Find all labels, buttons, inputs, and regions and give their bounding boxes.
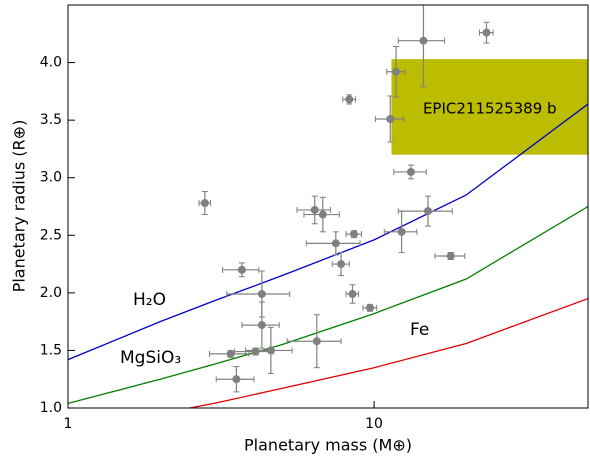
y-tick-label: 4.0 (40, 55, 62, 71)
planet-point (350, 230, 359, 239)
planet-point (310, 205, 319, 214)
y-tick-label: 1.5 (40, 342, 62, 358)
region-label: EPIC211525389 b (423, 99, 557, 117)
y-tick-label: 2.0 (40, 285, 62, 301)
planet-point (251, 347, 260, 356)
planet-point (331, 239, 340, 248)
y-tick-label: 1.0 (40, 400, 62, 416)
axes-frame (67, 4, 589, 409)
planet-point (312, 337, 321, 346)
planet-point (257, 290, 266, 299)
model-curve (68, 205, 588, 405)
planet-point (266, 346, 275, 355)
planet-point (423, 207, 432, 216)
planet-point (406, 167, 415, 176)
model-curve (189, 298, 588, 408)
planet-point (257, 321, 266, 330)
planet-point (482, 28, 491, 37)
planet-point (397, 227, 406, 236)
planet-point (366, 303, 375, 312)
x-tick-label: 1 (64, 416, 73, 432)
candidate-region (391, 59, 588, 155)
curve-label: Fe (410, 320, 429, 340)
planet-point (237, 265, 246, 274)
curve-label: MgSiO₃ (120, 348, 181, 368)
planet-point (226, 349, 235, 358)
x-axis-label: Planetary mass (M⊕) (244, 436, 412, 455)
planet-point (419, 36, 428, 45)
model-curve (68, 103, 588, 361)
planet-point (348, 290, 357, 299)
planet-point (386, 114, 395, 123)
planet-point (318, 210, 327, 219)
planet-point (446, 252, 455, 261)
planet-point (392, 67, 401, 76)
y-tick-label: 3.0 (40, 170, 62, 186)
planet-point (345, 95, 354, 104)
y-axis-label: Planetary radius (R⊕) (10, 120, 29, 293)
planet-point (200, 199, 209, 208)
curve-label: H₂O (133, 290, 166, 310)
planet-point (232, 375, 241, 384)
y-tick-label: 3.5 (40, 112, 62, 128)
x-tick-label: 10 (365, 416, 383, 432)
planet-point (337, 260, 346, 269)
y-tick-label: 2.5 (40, 227, 62, 243)
plot-area: EPIC211525389 b (68, 5, 588, 408)
